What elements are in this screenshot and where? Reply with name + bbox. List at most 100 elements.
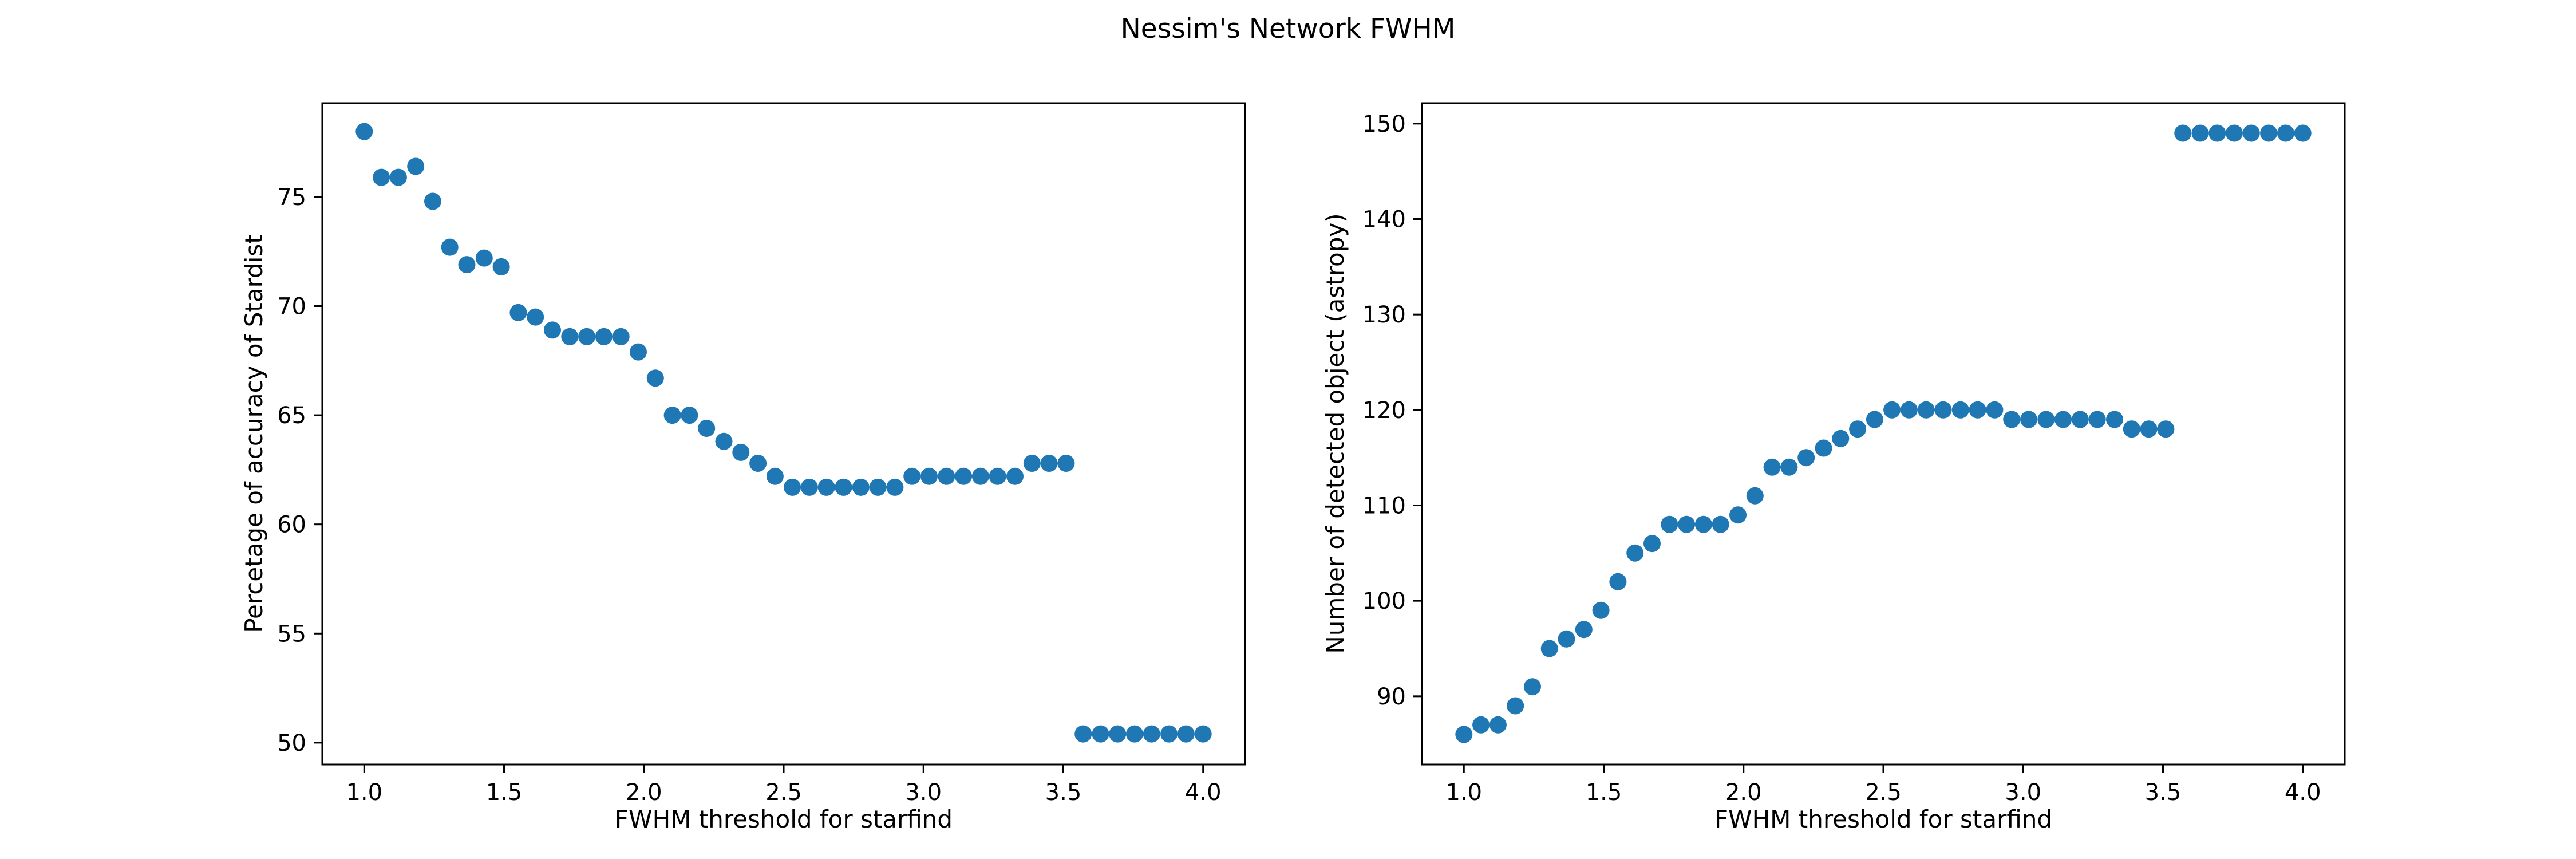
right-chart-point — [1951, 401, 1969, 419]
right-chart-point — [2106, 411, 2123, 428]
right-chart-x-tick-label: 3.0 — [2005, 779, 2041, 806]
left-chart-y-tick-label: 70 — [277, 294, 306, 320]
right-chart-point — [1729, 506, 1747, 524]
right-chart-x-tick-label: 2.5 — [1865, 779, 1902, 806]
left-chart-point — [784, 478, 801, 496]
right-chart-point — [2003, 411, 2021, 428]
left-chart-point — [681, 407, 698, 424]
left-chart-point — [595, 328, 613, 345]
left-chart-point — [955, 467, 973, 485]
left-chart-point — [1023, 455, 1041, 472]
right-chart-point — [1643, 535, 1661, 553]
left-chart-point — [663, 407, 681, 424]
right-chart-point — [2208, 124, 2226, 142]
left-chart-point — [630, 343, 647, 361]
right-chart-point — [1815, 439, 1832, 457]
left-chart-x-tick-label: 2.5 — [765, 779, 802, 806]
right-chart-point — [1507, 697, 1524, 715]
right-chart-points — [1455, 124, 2312, 743]
right-chart-y-ticks: 90 100 110 120 130 140 150 — [1362, 111, 1422, 710]
right-chart-point — [1626, 544, 1644, 562]
left-chart-point — [989, 467, 1006, 485]
left-chart-point — [852, 478, 870, 496]
right-chart-point — [1455, 726, 1473, 743]
left-chart-y-tick-label: 50 — [277, 730, 306, 756]
left-chart-point — [544, 321, 561, 339]
right-chart-point — [1472, 716, 1490, 734]
right-chart-point — [2260, 124, 2278, 142]
right-chart-point — [2277, 124, 2294, 142]
left-chart-point — [903, 467, 921, 485]
left-chart-point — [407, 157, 425, 175]
left-chart-point — [578, 328, 596, 345]
left-chart-y-tick-label: 60 — [277, 512, 306, 538]
left-chart-x-tick-label: 1.5 — [486, 779, 523, 806]
left-chart-point — [475, 249, 493, 267]
left-chart-y-ticks: 50 55 60 65 70 75 — [277, 184, 322, 756]
right-chart-point — [2055, 411, 2072, 428]
right-chart-x-tick-label: 1.0 — [1445, 779, 1482, 806]
left-chart-x-tick-label: 1.0 — [346, 779, 382, 806]
left-chart-point — [1057, 455, 1075, 472]
left-chart-x-tick-label: 3.5 — [1045, 779, 1082, 806]
right-chart-point — [1558, 630, 1575, 648]
right-chart-point — [1746, 487, 1764, 505]
right-chart-point — [2226, 124, 2243, 142]
left-chart-point — [561, 328, 579, 345]
right-chart-point — [2020, 411, 2037, 428]
right-chart-point — [1678, 515, 1696, 533]
right-chart-point — [1934, 401, 1952, 419]
right-chart-x-axis-label: FWHM threshold for starfind — [1714, 805, 2052, 833]
right-chart-x-tick-label: 3.5 — [2145, 779, 2182, 806]
right-chart-point — [1986, 401, 2004, 419]
right-chart-x-tick-label: 1.5 — [1586, 779, 1622, 806]
right-chart-point — [2157, 420, 2175, 438]
left-chart-point — [698, 420, 716, 437]
right-chart-point — [1489, 716, 1507, 734]
left-chart-point — [920, 467, 938, 485]
right-chart-point — [2191, 124, 2209, 142]
left-chart-point — [509, 304, 527, 321]
right-chart-point — [2294, 124, 2312, 142]
left-chart-point — [1006, 467, 1024, 485]
left-chart-point — [1143, 725, 1160, 743]
right-chart-y-axis-label: Number of detected object (astropy) — [1321, 213, 1349, 653]
right-chart-point — [2123, 420, 2140, 438]
right-chart-point — [1540, 640, 1558, 657]
left-chart-point — [766, 467, 784, 485]
left-chart-y-tick-label: 55 — [277, 621, 306, 647]
left-chart-point — [749, 455, 767, 472]
left-chart-point — [886, 478, 904, 496]
right-chart-point — [1694, 515, 1712, 533]
left-chart-point — [646, 369, 664, 387]
left-chart-point — [1092, 725, 1109, 743]
left-chart-x-tick-label: 4.0 — [1185, 779, 1222, 806]
left-chart-point — [1126, 725, 1143, 743]
left-chart-point — [800, 478, 818, 496]
right-chart-y-tick-label: 100 — [1362, 588, 1406, 614]
right-chart-point — [1712, 515, 1729, 533]
right-chart-point — [1661, 515, 1678, 533]
left-chart-point — [458, 256, 476, 274]
right-chart-x-ticks: 1.0 1.5 2.0 2.5 3.0 3.5 4.0 — [1445, 765, 2321, 806]
left-chart-x-ticks: 1.0 1.5 2.0 2.5 3.0 3.5 4.0 — [346, 765, 1222, 806]
left-chart-x-tick-label: 3.0 — [905, 779, 942, 806]
right-chart-y-tick-label: 150 — [1362, 111, 1406, 137]
left-chart-x-axis-label: FWHM threshold for starfind — [615, 805, 953, 833]
right-chart-point — [2071, 411, 2089, 428]
left-chart-point — [441, 238, 459, 256]
right-chart-point — [2140, 420, 2158, 438]
right-chart-point — [1917, 401, 1935, 419]
figure-title: Nessim's Network FWHM — [1121, 13, 1456, 45]
right-chart-point — [1832, 430, 1850, 447]
right-chart-point — [1592, 601, 1610, 619]
left-chart-point — [492, 258, 510, 275]
right-chart-point — [1780, 458, 1798, 476]
right-chart-point — [1609, 573, 1627, 590]
left-chart-point — [355, 123, 373, 140]
right-chart-point — [1797, 449, 1815, 467]
left-chart-point — [869, 478, 887, 496]
right-chart-y-tick-label: 90 — [1377, 684, 1406, 710]
right-chart-point — [1969, 401, 1986, 419]
